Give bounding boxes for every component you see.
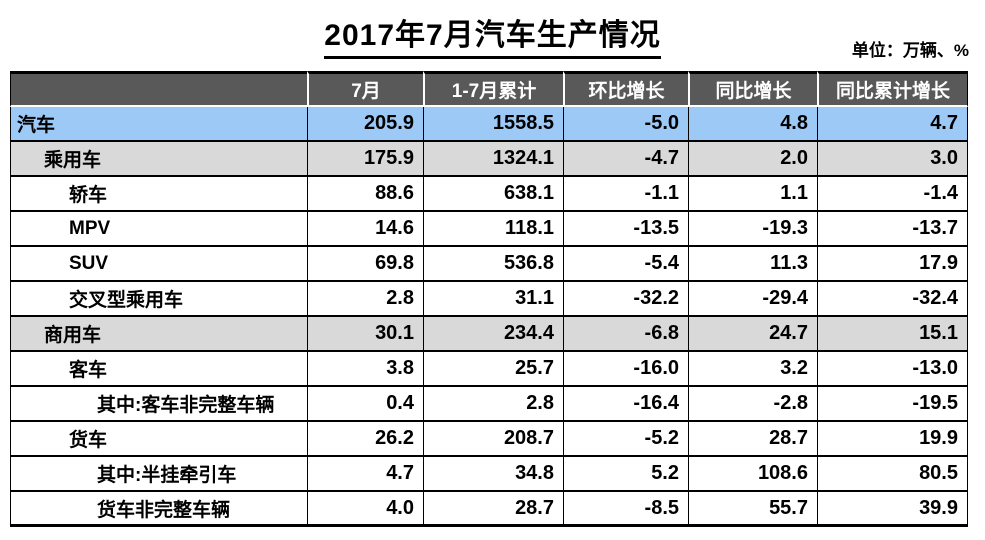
row-label: 货车 [10,422,307,457]
cell-value: 234.4 [423,317,563,352]
cell-value: 3.0 [817,142,968,177]
cell-value: 39.9 [817,492,968,527]
row-label: 轿车 [10,177,307,212]
cell-value: 638.1 [423,177,563,212]
cell-value: 88.6 [307,177,423,212]
table-row: 货车 26.2 208.7 -5.2 28.7 19.9 [10,422,968,457]
column-header: 同比增长 [688,71,817,107]
cell-value: -32.4 [817,282,968,317]
row-label: 其中:半挂牵引车 [10,457,307,492]
table-row: 汽车 205.9 1558.5 -5.0 4.8 4.7 [10,107,968,142]
cell-value: -19.5 [817,387,968,422]
column-header: 同比累计增长 [817,71,968,107]
table-row: 乘用车 175.9 1324.1 -4.7 2.0 3.0 [10,142,968,177]
cell-value: 1558.5 [423,107,563,142]
cell-value: 5.2 [563,457,688,492]
table-row: 轿车 88.6 638.1 -1.1 1.1 -1.4 [10,177,968,212]
cell-value: 17.9 [817,247,968,282]
production-table: 7月 1-7月累计 环比增长 同比增长 同比累计增长 汽车 205.9 1558.5 -5.0… [10,71,968,527]
cell-value: -6.8 [563,317,688,352]
cell-value: 108.6 [688,457,817,492]
cell-value: 11.3 [688,247,817,282]
cell-value: -16.4 [563,387,688,422]
row-label: 交叉型乘用车 [10,282,307,317]
table-row: 货车非完整车辆 4.0 28.7 -8.5 55.7 39.9 [10,492,968,527]
row-label: 汽车 [10,107,307,142]
cell-value: 14.6 [307,212,423,247]
cell-value: -13.7 [817,212,968,247]
table-row: SUV 69.8 536.8 -5.4 11.3 17.9 [10,247,968,282]
cell-value: 1324.1 [423,142,563,177]
cell-value: -13.0 [817,352,968,387]
cell-value: 4.7 [817,107,968,142]
cell-value: 175.9 [307,142,423,177]
cell-value: 205.9 [307,107,423,142]
column-header: 1-7月累计 [423,71,563,107]
cell-value: 536.8 [423,247,563,282]
table-row: 客车 3.8 25.7 -16.0 3.2 -13.0 [10,352,968,387]
cell-value: -19.3 [688,212,817,247]
cell-value: -13.5 [563,212,688,247]
cell-value: 55.7 [688,492,817,527]
cell-value: 3.2 [688,352,817,387]
column-header: 环比增长 [563,71,688,107]
cell-value: -4.7 [563,142,688,177]
column-header: 7月 [307,71,423,107]
cell-value: 34.8 [423,457,563,492]
cell-value: 3.8 [307,352,423,387]
table-row: MPV 14.6 118.1 -13.5 -19.3 -13.7 [10,212,968,247]
cell-value: 28.7 [423,492,563,527]
table-body: 汽车 205.9 1558.5 -5.0 4.8 4.7 乘用车 175.9 1324.1 -4.… [10,107,968,527]
table-row: 其中:客车非完整车辆 0.4 2.8 -16.4 -2.8 -19.5 [10,387,968,422]
cell-value: -5.0 [563,107,688,142]
cell-value: -16.0 [563,352,688,387]
cell-value: -8.5 [563,492,688,527]
cell-value: 2.0 [688,142,817,177]
row-label: MPV [10,212,307,247]
column-header-category [10,71,307,107]
cell-value: 2.8 [423,387,563,422]
cell-value: 26.2 [307,422,423,457]
row-label: 客车 [10,352,307,387]
title-bar: 2017年7月汽车生产情况 [0,10,985,59]
cell-value: 31.1 [423,282,563,317]
cell-value: -5.2 [563,422,688,457]
table-row: 交叉型乘用车 2.8 31.1 -32.2 -29.4 -32.4 [10,282,968,317]
cell-value: 30.1 [307,317,423,352]
table-row: 商用车 30.1 234.4 -6.8 24.7 15.1 [10,317,968,352]
page-title: 2017年7月汽车生产情况 [324,10,661,59]
cell-value: 118.1 [423,212,563,247]
row-label: 乘用车 [10,142,307,177]
cell-value: -5.4 [563,247,688,282]
row-label: 商用车 [10,317,307,352]
cell-value: 15.1 [817,317,968,352]
cell-value: 25.7 [423,352,563,387]
cell-value: 24.7 [688,317,817,352]
cell-value: 0.4 [307,387,423,422]
row-label: 货车非完整车辆 [10,492,307,527]
cell-value: 69.8 [307,247,423,282]
cell-value: 28.7 [688,422,817,457]
cell-value: -1.1 [563,177,688,212]
cell-value: 19.9 [817,422,968,457]
cell-value: -29.4 [688,282,817,317]
cell-value: 80.5 [817,457,968,492]
cell-value: 4.8 [688,107,817,142]
cell-value: 208.7 [423,422,563,457]
cell-value: 1.1 [688,177,817,212]
row-label: 其中:客车非完整车辆 [10,387,307,422]
cell-value: -1.4 [817,177,968,212]
row-label: SUV [10,247,307,282]
cell-value: 2.8 [307,282,423,317]
table-row: 其中:半挂牵引车 4.7 34.8 5.2 108.6 80.5 [10,457,968,492]
cell-value: 4.7 [307,457,423,492]
cell-value: -2.8 [688,387,817,422]
table-header-row: 7月 1-7月累计 环比增长 同比增长 同比累计增长 [10,71,968,107]
cell-value: -32.2 [563,282,688,317]
unit-label: 单位：万辆、% [851,41,969,60]
cell-value: 4.0 [307,492,423,527]
